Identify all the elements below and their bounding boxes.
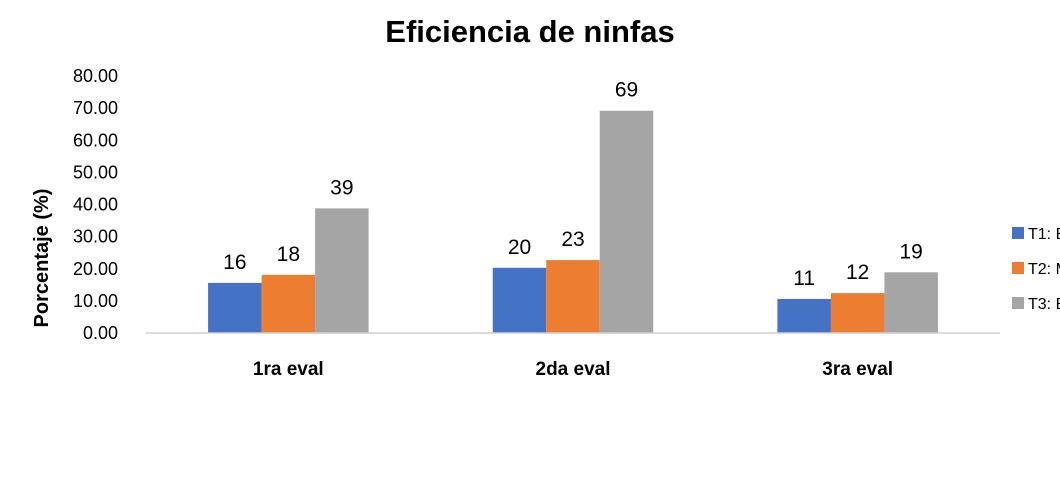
data-label: 23 — [561, 228, 584, 251]
y-tick-label: 80.00 — [73, 66, 118, 86]
data-label: 16 — [223, 251, 246, 274]
y-tick-label: 50.00 — [73, 162, 118, 182]
legend-label: T2: Ma — [1028, 261, 1060, 278]
legend-swatch — [1012, 262, 1024, 274]
y-tick-label: 30.00 — [73, 227, 118, 247]
bars-group — [208, 110, 938, 333]
bar — [261, 274, 316, 333]
y-tick-label: 40.00 — [73, 195, 118, 215]
y-tick-label: 10.00 — [73, 291, 118, 311]
x-tick-label: 1ra eval — [253, 359, 324, 380]
y-tick-label: 70.00 — [73, 98, 118, 118]
y-axis-label: Porcentaje (%) — [31, 189, 53, 328]
y-axis-ticks: 0.00 10.00 20.00 30.00 40.00 50.00 60.00 70.00 8… — [73, 66, 118, 343]
data-label: 18 — [277, 243, 300, 266]
data-label: 19 — [899, 240, 922, 263]
legend-swatch — [1012, 297, 1024, 309]
bar — [208, 282, 262, 333]
bar — [492, 267, 547, 333]
legend: T1: Bb T2: Ma T3: Bt — [1012, 226, 1060, 313]
bar — [546, 260, 600, 333]
bar — [830, 293, 885, 333]
data-labels-group: 16 18 39 20 23 69 11 12 19 — [223, 79, 923, 290]
data-label: 69 — [615, 79, 638, 102]
y-tick-label: 20.00 — [73, 259, 118, 279]
legend-label: T1: Bb — [1028, 226, 1060, 243]
bar — [315, 208, 369, 333]
bar — [884, 272, 938, 333]
x-axis-ticks: 1ra eval 2da eval 3ra eval — [253, 359, 893, 380]
data-label: 39 — [330, 176, 353, 199]
data-label: 12 — [846, 261, 869, 284]
x-tick-label: 3ra eval — [822, 359, 893, 380]
chart-title: Eficiencia de ninfas — [385, 14, 674, 49]
legend-label: T3: Bt — [1028, 296, 1060, 313]
bar — [599, 110, 654, 333]
x-tick-label: 2da eval — [536, 359, 611, 380]
y-tick-label: 0.00 — [83, 323, 118, 343]
legend-swatch — [1012, 227, 1024, 239]
data-label: 20 — [508, 236, 531, 259]
y-tick-label: 60.00 — [73, 130, 118, 150]
data-label: 11 — [793, 267, 815, 290]
bar — [777, 298, 831, 333]
